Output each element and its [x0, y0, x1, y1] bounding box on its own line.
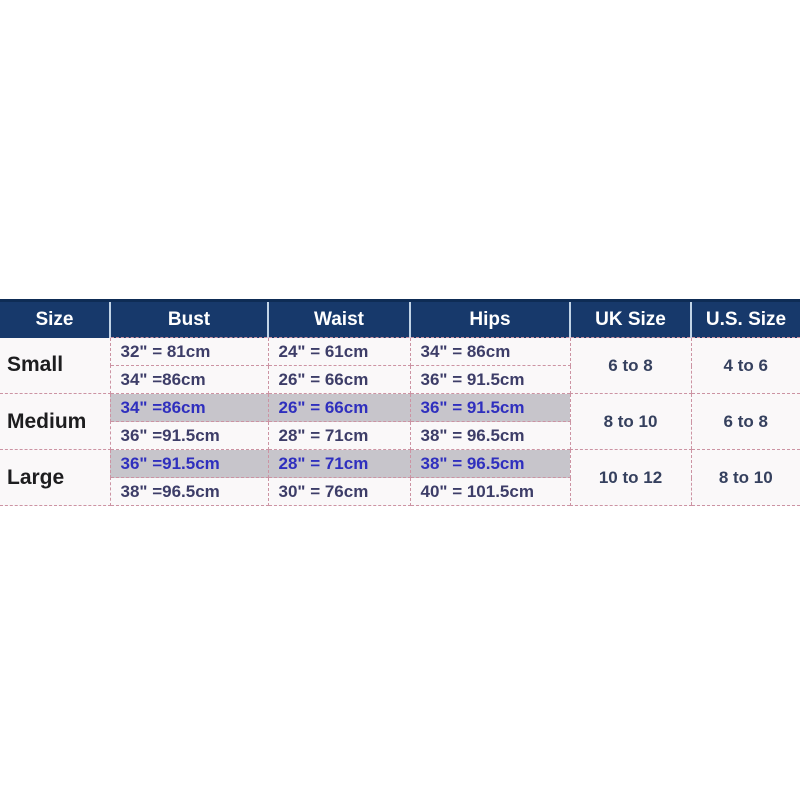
header-row: Size Bust Waist Hips UK Size U.S. Size: [0, 299, 800, 338]
hips-cell: 36" = 91.5cm: [409, 365, 571, 394]
bust-cell: 34" =86cm: [109, 365, 269, 394]
table-row: Large 36" =91.5cm 28" = 71cm 38" = 96.5c…: [0, 449, 800, 506]
column-header-waist: Waist: [267, 299, 410, 338]
bust-cell: 38" =96.5cm: [109, 477, 269, 506]
hips-cell: 34" = 86cm: [409, 337, 571, 366]
waist-cell: 26" = 66cm: [267, 393, 411, 422]
size-cell: Small: [0, 337, 111, 394]
waist-cell: 24" = 61cm: [267, 337, 411, 366]
hips-cell: 40" = 101.5cm: [409, 477, 571, 506]
bust-cell: 36" =91.5cm: [109, 449, 269, 478]
us-size-cell: 8 to 10: [690, 449, 800, 506]
size-cell: Medium: [0, 393, 111, 450]
hips-cell: 36" = 91.5cm: [409, 393, 571, 422]
waist-cell: 28" = 71cm: [267, 449, 411, 478]
bust-cell: 34" =86cm: [109, 393, 269, 422]
us-size-cell: 6 to 8: [690, 393, 800, 450]
uk-size-cell: 6 to 8: [569, 337, 691, 394]
waist-cell: 28" = 71cm: [267, 421, 411, 450]
column-header-bust: Bust: [109, 299, 268, 338]
uk-size-cell: 8 to 10: [569, 393, 691, 450]
size-chart-table: Size Bust Waist Hips UK Size U.S. Size S…: [0, 299, 800, 506]
table-row: 36" =91.5cm 28" = 71cm 38" = 96.5cm: [0, 421, 800, 450]
table-row: Small 32" = 81cm 24" = 61cm 34" = 86cm 6…: [0, 337, 800, 394]
bust-cell: 32" = 81cm: [109, 337, 269, 366]
table-row: 38" =96.5cm 30" = 76cm 40" = 101.5cm: [0, 477, 800, 506]
column-header-uk-size: UK Size: [569, 299, 691, 338]
hips-cell: 38" = 96.5cm: [409, 449, 571, 478]
us-size-cell: 4 to 6: [690, 337, 800, 394]
uk-size-cell: 10 to 12: [569, 449, 691, 506]
table-row: Medium 34" =86cm 26" = 66cm 36" = 91.5cm…: [0, 393, 800, 450]
waist-cell: 26" = 66cm: [267, 365, 411, 394]
table-row: 34" =86cm 26" = 66cm 36" = 91.5cm: [0, 365, 800, 394]
column-header-us-size: U.S. Size: [690, 299, 800, 338]
bust-cell: 36" =91.5cm: [109, 421, 269, 450]
waist-cell: 30" = 76cm: [267, 477, 411, 506]
size-cell: Large: [0, 449, 111, 506]
hips-cell: 38" = 96.5cm: [409, 421, 571, 450]
column-header-hips: Hips: [409, 299, 570, 338]
column-header-size: Size: [0, 299, 110, 338]
